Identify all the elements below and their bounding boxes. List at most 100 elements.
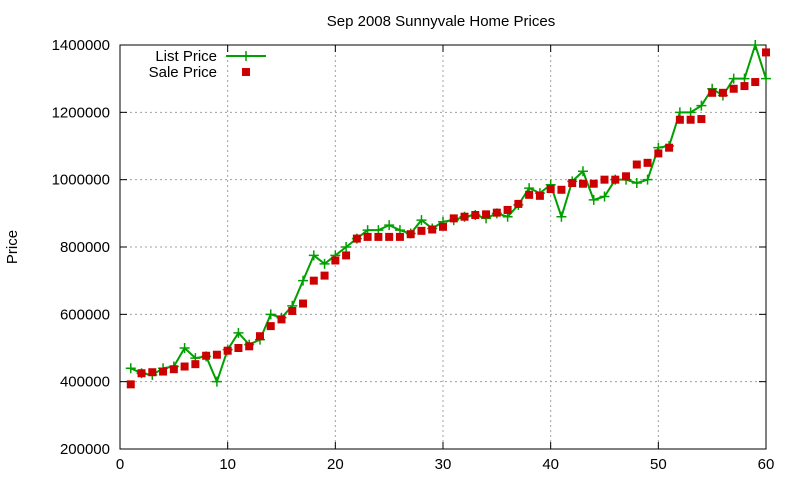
data-point-sale-price xyxy=(385,232,394,241)
x-tick-label: 30 xyxy=(435,456,452,473)
data-point-sale-price xyxy=(740,82,749,91)
data-point-sale-price xyxy=(611,175,620,184)
data-point-sale-price xyxy=(288,306,297,315)
data-point-sale-price xyxy=(557,185,566,194)
data-point-list-price xyxy=(308,250,319,261)
data-point-sale-price xyxy=(471,211,480,220)
data-point-sale-price xyxy=(729,84,738,93)
data-point-sale-price xyxy=(568,179,577,188)
gridlines xyxy=(120,45,766,449)
data-point-sale-price xyxy=(578,179,587,188)
data-point-sale-price xyxy=(460,212,469,221)
x-tick-label: 50 xyxy=(650,456,667,473)
legend-swatch-sale-price xyxy=(242,68,250,76)
data-point-sale-price xyxy=(589,179,598,188)
data-point-list-price xyxy=(319,258,330,269)
data-point-sale-price xyxy=(503,205,512,214)
data-point-sale-price xyxy=(697,115,706,124)
data-point-sale-price xyxy=(406,230,415,239)
y-tick-label: 1200000 xyxy=(52,104,110,121)
series-sale-price xyxy=(126,48,770,389)
data-point-list-price xyxy=(761,73,771,84)
legend-label-list-price: List Price xyxy=(155,48,217,65)
data-point-sale-price xyxy=(395,232,404,241)
data-point-sale-price xyxy=(320,271,329,280)
data-point-sale-price xyxy=(223,346,232,355)
data-point-list-price xyxy=(696,100,707,111)
x-tick-label: 0 xyxy=(116,456,124,473)
chart-title: Sep 2008 Sunnyvale Home Prices xyxy=(327,13,555,30)
data-point-sale-price xyxy=(342,251,351,260)
legend-marker-list-price xyxy=(241,51,251,61)
data-point-sale-price xyxy=(266,322,275,331)
data-point-list-price xyxy=(685,107,696,118)
data-point-sale-price xyxy=(449,214,458,223)
data-point-sale-price xyxy=(159,367,168,376)
data-point-list-price xyxy=(233,327,244,338)
series-layer xyxy=(125,40,771,389)
data-point-list-price xyxy=(125,363,136,374)
x-tick-label: 20 xyxy=(327,456,344,473)
data-point-sale-price xyxy=(762,48,770,57)
y-tick-label: 1000000 xyxy=(52,172,110,189)
y-tick-label: 400000 xyxy=(60,374,110,391)
data-point-list-price xyxy=(384,220,395,231)
data-point-sale-price xyxy=(686,115,695,124)
data-point-sale-price xyxy=(482,210,491,219)
data-point-sale-price xyxy=(718,88,727,97)
axis-ticks: 200000 400000 600000 800000 1000000 1200000 14… xyxy=(52,37,775,473)
data-point-sale-price xyxy=(137,369,146,378)
data-point-sale-price xyxy=(234,344,243,352)
data-point-list-price xyxy=(211,376,222,387)
data-point-sale-price xyxy=(148,368,157,377)
data-point-list-price xyxy=(577,166,588,177)
data-point-sale-price xyxy=(492,208,501,217)
data-point-list-price xyxy=(750,40,761,50)
data-point-list-price xyxy=(416,215,427,226)
data-point-list-price xyxy=(631,178,642,189)
data-point-sale-price xyxy=(309,276,318,285)
legend-label-sale-price: Sale Price xyxy=(149,64,217,81)
data-point-list-price xyxy=(674,107,685,118)
data-point-sale-price xyxy=(535,191,544,200)
data-point-sale-price xyxy=(654,149,663,158)
data-point-sale-price xyxy=(708,88,717,97)
data-point-sale-price xyxy=(632,160,641,169)
data-point-list-price xyxy=(556,211,567,222)
x-tick-label: 10 xyxy=(219,456,236,473)
x-tick-label: 40 xyxy=(542,456,559,473)
data-point-sale-price xyxy=(417,226,426,235)
data-point-list-price xyxy=(642,174,653,185)
y-tick-label: 200000 xyxy=(60,441,110,458)
data-point-sale-price xyxy=(428,225,437,234)
data-point-sale-price xyxy=(600,175,609,184)
data-point-list-price xyxy=(298,275,309,286)
data-point-list-price xyxy=(341,242,352,252)
data-point-list-price xyxy=(739,73,750,84)
data-point-sale-price xyxy=(675,115,684,124)
data-point-sale-price xyxy=(255,332,264,341)
data-point-sale-price xyxy=(665,143,674,152)
data-point-sale-price xyxy=(331,256,340,265)
y-tick-label: 800000 xyxy=(60,239,110,256)
data-point-sale-price xyxy=(374,232,383,241)
y-tick-label: 1400000 xyxy=(52,37,110,54)
data-point-sale-price xyxy=(245,342,254,351)
data-point-sale-price xyxy=(180,362,189,371)
data-point-sale-price xyxy=(299,299,308,308)
data-point-list-price xyxy=(588,194,599,205)
data-point-list-price xyxy=(599,191,610,202)
data-point-sale-price xyxy=(126,380,135,389)
data-point-sale-price xyxy=(202,351,211,360)
data-point-list-price xyxy=(728,73,739,84)
data-point-sale-price xyxy=(277,315,286,324)
data-point-sale-price xyxy=(546,185,555,194)
data-point-list-price xyxy=(179,343,190,353)
data-point-sale-price xyxy=(514,199,523,208)
y-axis-label: Price xyxy=(4,230,21,264)
data-point-list-price xyxy=(265,309,276,320)
y-tick-label: 600000 xyxy=(60,306,110,323)
data-point-sale-price xyxy=(751,78,760,87)
